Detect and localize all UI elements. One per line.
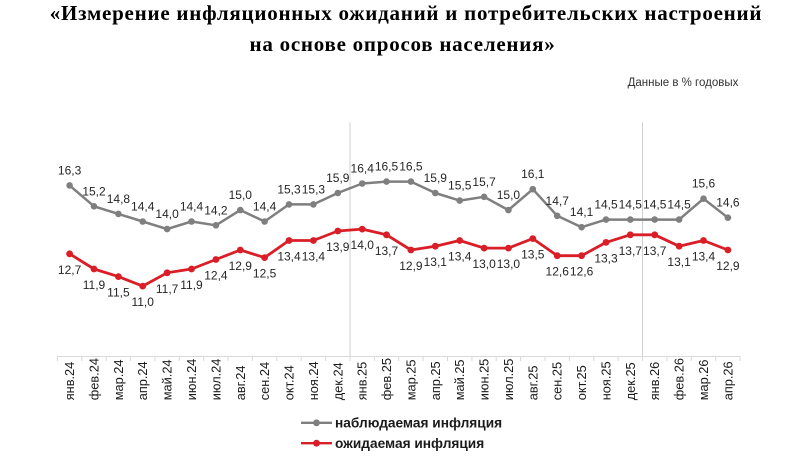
svg-text:11,9: 11,9 <box>180 278 203 292</box>
svg-text:июл.25: июл.25 <box>501 359 516 401</box>
svg-text:янв.26: янв.26 <box>647 362 662 401</box>
svg-text:14,2: 14,2 <box>204 203 228 217</box>
svg-text:мар.25: мар.25 <box>403 359 418 400</box>
svg-text:15,6: 15,6 <box>692 177 716 191</box>
svg-text:апр.24: апр.24 <box>135 361 150 400</box>
svg-text:15,5: 15,5 <box>448 179 472 193</box>
svg-text:наблюдаемая инфляция: наблюдаемая инфляция <box>335 416 502 431</box>
svg-text:14,4: 14,4 <box>131 200 155 214</box>
svg-text:13,1: 13,1 <box>424 255 448 269</box>
svg-text:14,8: 14,8 <box>107 192 131 206</box>
svg-text:12,6: 12,6 <box>570 265 594 279</box>
svg-text:янв.25: янв.25 <box>355 362 370 401</box>
svg-text:ноя.25: ноя.25 <box>599 361 614 400</box>
svg-text:11,7: 11,7 <box>156 282 179 296</box>
svg-text:авг.24: авг.24 <box>233 365 248 400</box>
svg-text:12,6: 12,6 <box>546 265 570 279</box>
svg-text:13,5: 13,5 <box>521 248 545 262</box>
svg-text:14,5: 14,5 <box>667 198 691 212</box>
svg-text:15,3: 15,3 <box>302 182 326 196</box>
svg-text:окт.24: окт.24 <box>282 365 297 400</box>
svg-text:16,3: 16,3 <box>58 163 82 177</box>
svg-text:13,7: 13,7 <box>619 244 643 258</box>
svg-text:13,0: 13,0 <box>497 257 521 271</box>
svg-text:15,0: 15,0 <box>497 188 521 202</box>
svg-text:16,5: 16,5 <box>399 160 423 174</box>
svg-text:12,7: 12,7 <box>58 263 82 277</box>
svg-text:дек.24: дек.24 <box>330 362 345 400</box>
svg-text:мар.26: мар.26 <box>696 359 711 400</box>
svg-text:11,9: 11,9 <box>83 278 106 292</box>
svg-text:14,0: 14,0 <box>351 238 375 252</box>
svg-text:15,2: 15,2 <box>82 184 106 198</box>
svg-text:фев.26: фев.26 <box>672 358 687 400</box>
svg-text:14,5: 14,5 <box>594 198 618 212</box>
svg-text:июн.24: июн.24 <box>184 359 199 401</box>
svg-text:14,7: 14,7 <box>546 194 570 208</box>
svg-text:15,3: 15,3 <box>277 182 301 196</box>
svg-text:13,0: 13,0 <box>472 257 496 271</box>
svg-text:16,5: 16,5 <box>375 160 399 174</box>
svg-text:12,4: 12,4 <box>204 269 228 283</box>
svg-text:на основе опросов населения»: на основе опросов населения» <box>250 32 556 56</box>
svg-text:14,4: 14,4 <box>253 200 277 214</box>
svg-text:окт.25: окт.25 <box>574 365 589 400</box>
svg-text:13,7: 13,7 <box>375 244 399 258</box>
svg-text:16,1: 16,1 <box>521 167 545 181</box>
svg-text:14,1: 14,1 <box>570 205 594 219</box>
svg-text:дек.25: дек.25 <box>623 362 638 400</box>
svg-text:16,4: 16,4 <box>351 162 375 176</box>
svg-text:апр.26: апр.26 <box>720 361 735 400</box>
svg-text:13,4: 13,4 <box>277 250 301 264</box>
svg-text:15,7: 15,7 <box>472 175 496 189</box>
svg-text:13,4: 13,4 <box>448 250 472 264</box>
svg-text:фев.25: фев.25 <box>379 358 394 400</box>
svg-text:13,4: 13,4 <box>302 250 326 264</box>
svg-text:мар.24: мар.24 <box>111 359 126 400</box>
svg-text:авг.25: авг.25 <box>525 365 540 400</box>
svg-text:13,1: 13,1 <box>667 255 691 269</box>
svg-text:14,5: 14,5 <box>643 198 667 212</box>
svg-text:май.24: май.24 <box>160 359 175 400</box>
svg-text:13,4: 13,4 <box>692 250 716 264</box>
svg-text:Данные в % годовых: Данные в % годовых <box>628 77 739 89</box>
svg-text:15,0: 15,0 <box>229 188 253 202</box>
svg-text:15,9: 15,9 <box>424 171 448 185</box>
svg-text:12,5: 12,5 <box>253 267 277 281</box>
svg-text:«Измерение инфляционных ожидан: «Измерение инфляционных ожиданий и потре… <box>50 1 762 25</box>
svg-text:11,0: 11,0 <box>131 295 154 309</box>
svg-text:12,9: 12,9 <box>716 259 740 273</box>
svg-text:ожидаемая инфляция: ожидаемая инфляция <box>335 436 484 451</box>
svg-text:июн.25: июн.25 <box>477 359 492 401</box>
svg-text:14,0: 14,0 <box>155 207 179 221</box>
svg-text:сен.24: сен.24 <box>257 362 272 400</box>
svg-text:13,9: 13,9 <box>326 240 350 254</box>
svg-text:фев.24: фев.24 <box>87 358 102 400</box>
svg-text:сен.25: сен.25 <box>550 362 565 400</box>
svg-text:апр.25: апр.25 <box>428 361 443 400</box>
svg-text:14,5: 14,5 <box>619 198 643 212</box>
svg-text:янв.24: янв.24 <box>62 362 77 401</box>
svg-text:14,6: 14,6 <box>716 196 740 210</box>
svg-text:май.25: май.25 <box>452 359 467 400</box>
svg-text:июл.24: июл.24 <box>208 359 223 401</box>
svg-text:11,5: 11,5 <box>107 286 130 300</box>
svg-text:12,9: 12,9 <box>399 259 423 273</box>
svg-text:13,7: 13,7 <box>643 244 667 258</box>
svg-text:15,9: 15,9 <box>326 171 350 185</box>
svg-text:13,3: 13,3 <box>594 251 618 265</box>
svg-text:14,4: 14,4 <box>180 200 204 214</box>
svg-text:ноя.24: ноя.24 <box>306 361 321 400</box>
svg-text:12,9: 12,9 <box>229 259 253 273</box>
